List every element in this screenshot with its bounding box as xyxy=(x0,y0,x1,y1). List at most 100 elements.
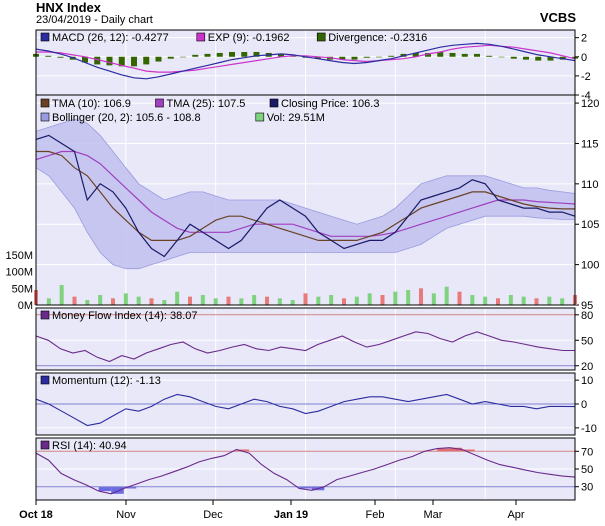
volume-bar xyxy=(123,293,128,305)
price-ytick-label: 105 xyxy=(581,219,599,231)
price-legend-swatch xyxy=(40,98,50,108)
divergence-bar xyxy=(523,56,529,60)
volume-bar xyxy=(162,300,167,305)
volume-axis-label: 50M xyxy=(12,283,33,295)
volume-bar xyxy=(380,295,385,305)
tma25-line xyxy=(35,150,576,237)
rsi-ytick-label: 50 xyxy=(581,464,593,476)
volume-axis-label: 0M xyxy=(18,300,33,312)
rsi-oversold-fill xyxy=(98,486,112,492)
divergence-bar xyxy=(351,56,358,60)
divergence-bar xyxy=(241,51,248,57)
divergence-bar xyxy=(437,51,444,57)
price-ytick-label: 100 xyxy=(581,260,599,272)
volume-bar xyxy=(560,298,565,305)
x-axis-label: Apr xyxy=(507,509,524,521)
chart-title: HNX Index xyxy=(36,0,102,15)
divergence-bar xyxy=(229,51,235,57)
volume-axis-label: 100M xyxy=(5,267,33,279)
price-legend-label: Bollinger (20, 2): 105.6 - 108.8 xyxy=(52,112,201,124)
divergence-bar xyxy=(94,56,101,65)
rsi-oversold-fill xyxy=(111,486,124,494)
divergence-bar xyxy=(143,56,150,65)
volume-bar xyxy=(457,291,462,305)
divergence-bar xyxy=(449,52,456,57)
volume-bar xyxy=(342,298,346,305)
divergence-bar xyxy=(535,56,542,61)
mfi-line xyxy=(35,331,575,363)
tma10-line xyxy=(36,150,575,241)
x-axis-label: Oct 18 xyxy=(19,509,53,521)
volume-bar xyxy=(547,296,552,305)
divergence-bar xyxy=(388,55,395,57)
volume-bar xyxy=(175,291,180,305)
volume-bar xyxy=(316,296,321,305)
volume-bar xyxy=(46,298,51,305)
divergence-bar xyxy=(167,56,174,59)
rsi-legend-label: RSI (14): 40.94 xyxy=(52,440,127,452)
divergence-bar xyxy=(474,53,480,57)
volume-bar xyxy=(521,296,526,305)
divergence-bar xyxy=(278,53,284,57)
volume-bar xyxy=(85,300,90,305)
price-panel-border xyxy=(35,94,576,306)
brand-label: VCBS xyxy=(539,10,576,25)
mfi-legend-label: Money Flow Index (14): 38.07 xyxy=(52,310,198,322)
rsi-ytick-label: 70 xyxy=(581,446,593,458)
x-axis-label: Nov xyxy=(116,509,136,521)
divergence-bar xyxy=(192,54,199,57)
price-legend-label: TMA (25): 107.5 xyxy=(167,98,246,110)
macd-line xyxy=(35,42,576,80)
rsi-overbought-fill xyxy=(462,449,475,452)
rsi-overbought-fill xyxy=(437,448,450,452)
volume-bar xyxy=(508,295,513,305)
volume-bar xyxy=(534,298,539,305)
divergence-bar xyxy=(45,55,52,57)
divergence-bar xyxy=(486,55,493,57)
mfi-ytick-label: 20 xyxy=(581,361,593,373)
volume-bar xyxy=(149,298,154,305)
volume-bar xyxy=(470,295,475,305)
x-axis-label: Feb xyxy=(366,509,385,521)
price-legend-swatch xyxy=(40,112,50,122)
divergence-bar xyxy=(131,56,137,67)
divergence-bar xyxy=(461,53,468,57)
chart-subtitle: 23/04/2019 - Daily chart xyxy=(36,14,153,26)
x-axis-label: Jan 19 xyxy=(274,509,308,521)
volume-bar xyxy=(367,293,372,305)
volume-bar xyxy=(265,296,269,305)
momentum-line xyxy=(35,393,576,427)
volume-bar xyxy=(393,291,398,305)
macd-legend-label: EXP (9): -0.1962 xyxy=(208,32,290,44)
divergence-bar xyxy=(57,56,64,58)
rsi-legend-swatch xyxy=(40,440,50,450)
mfi-ytick-label: 80 xyxy=(581,310,593,322)
price-legend-label: Closing Price: 106.3 xyxy=(281,98,379,110)
price-ytick-label: 120 xyxy=(581,98,599,110)
divergence-bar xyxy=(180,56,186,58)
macd-legend-label: Divergence: -0.2316 xyxy=(328,32,427,44)
macd-legend-swatch xyxy=(196,32,206,42)
volume-axis-label: 150M xyxy=(5,250,33,262)
momentum-ytick-label: -10 xyxy=(581,423,597,435)
volume-bar xyxy=(59,285,64,305)
volume-bar xyxy=(483,296,488,305)
rsi-line xyxy=(35,447,576,495)
volume-bar xyxy=(419,288,423,305)
divergence-bar xyxy=(106,56,113,66)
volume-bar xyxy=(98,295,103,305)
price-ytick-label: 115 xyxy=(581,138,599,150)
macd-legend-swatch xyxy=(316,32,326,42)
divergence-bar xyxy=(547,56,554,61)
divergence-bar xyxy=(118,56,125,67)
divergence-bar xyxy=(363,56,370,58)
divergence-bar xyxy=(498,56,505,58)
volume-bar xyxy=(406,290,411,305)
closing-price-line xyxy=(35,134,576,258)
divergence-bar xyxy=(412,52,419,57)
price-ytick-label: 95 xyxy=(581,300,593,312)
rsi-overbought-fill xyxy=(449,447,463,452)
volume-bar xyxy=(496,298,500,305)
rsi-oversold-fill xyxy=(123,486,137,489)
